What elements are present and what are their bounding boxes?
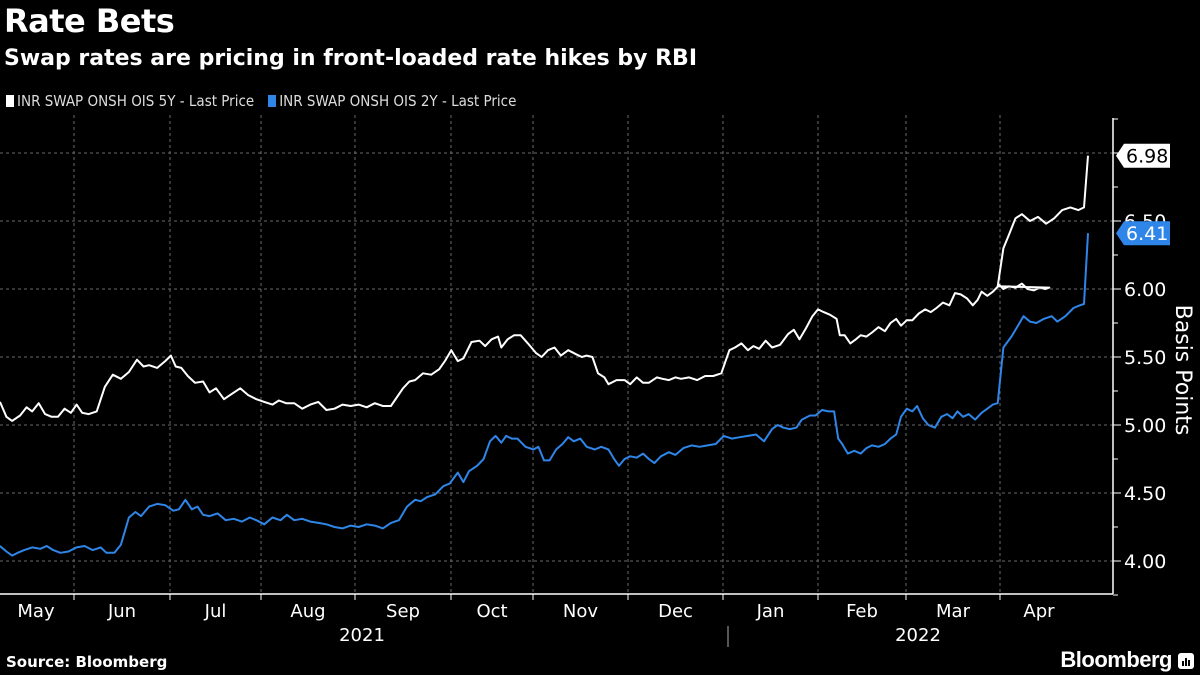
- legend: INR SWAP ONSH OIS 5Y - Last Price INR SW…: [6, 92, 516, 110]
- last-value-label-2y: 6.41: [1126, 223, 1168, 245]
- x-tick-label: Dec: [658, 601, 693, 622]
- x-tick-label: May: [17, 601, 55, 622]
- y-axis: 4.004.505.005.506.006.50: [1112, 118, 1166, 596]
- chart-subtitle: Swap rates are pricing in front-loaded r…: [4, 46, 698, 71]
- legend-item-5y: INR SWAP ONSH OIS 5Y - Last Price: [6, 92, 254, 110]
- series-line-5y: [0, 155, 1089, 422]
- x-tick-label: Jul: [204, 601, 227, 622]
- chart-title: Rate Bets: [4, 2, 175, 40]
- x-tick-label: Jun: [107, 601, 136, 622]
- year-label-2022: 2022: [895, 625, 941, 646]
- legend-swatch-5y: [6, 95, 14, 107]
- last-value-labels: 6.98 6.41: [1116, 143, 1170, 246]
- source-note: Source: Bloomberg: [6, 653, 168, 671]
- x-tick-label: Mar: [936, 601, 971, 622]
- x-tick-label: Nov: [563, 601, 598, 622]
- legend-swatch-2y: [268, 95, 277, 107]
- x-axis: May Jun Jul Aug Sep Oct Nov Dec Jan Feb Mar Apr 2021…: [0, 593, 1113, 647]
- series-line-2y: [0, 233, 1089, 557]
- x-tick-label: Jan: [756, 601, 785, 622]
- last-value-label-5y: 6.98: [1126, 146, 1168, 168]
- bloomberg-logo: Bloomberg: [1060, 647, 1172, 672]
- grid: [0, 115, 1113, 594]
- year-label-2021: 2021: [339, 625, 385, 646]
- series-lines: [0, 155, 1089, 557]
- y-tick-label: 5.50: [1124, 347, 1166, 369]
- x-tick-label: Aug: [290, 601, 325, 622]
- last-value-badge-5y: [1116, 143, 1170, 168]
- y-tick-label: 6.00: [1124, 279, 1166, 301]
- x-tick-label: Oct: [476, 601, 507, 622]
- y-axis-label: Basis Points: [1170, 305, 1195, 436]
- y-tick-label: 4.50: [1124, 483, 1166, 505]
- x-tick-label: Apr: [1023, 601, 1055, 622]
- legend-label-5y: INR SWAP ONSH OIS 5Y - Last Price: [17, 92, 255, 110]
- x-tick-label: Sep: [386, 601, 420, 622]
- y-tick-label: 4.00: [1124, 551, 1166, 573]
- legend-label-2y: INR SWAP ONSH OIS 2Y - Last Price: [279, 92, 517, 110]
- y-tick-label: 5.00: [1124, 415, 1166, 437]
- legend-item-2y: INR SWAP ONSH OIS 2Y - Last Price: [268, 92, 516, 110]
- bloomberg-chart-icon: [1178, 653, 1194, 669]
- x-tick-label: Feb: [846, 601, 878, 622]
- last-value-badge-2y: [1116, 221, 1170, 246]
